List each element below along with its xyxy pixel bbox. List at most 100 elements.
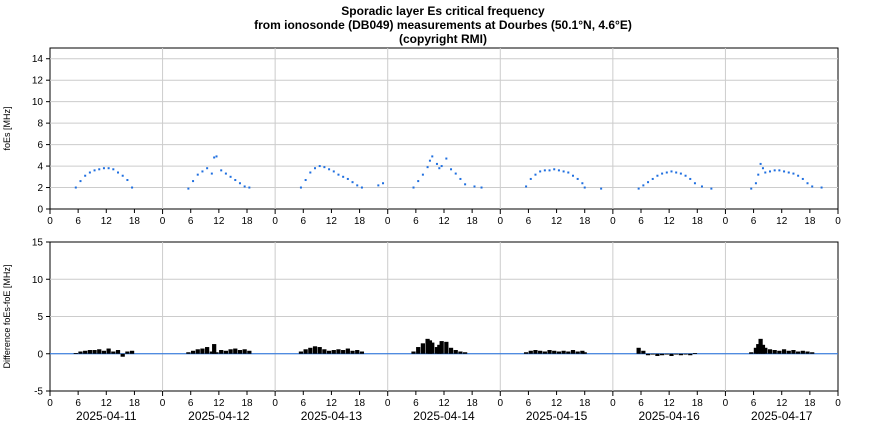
x-tick-label: 0 [385,216,391,227]
data-bar [308,347,313,354]
data-point [553,168,556,171]
x-tick-label: 6 [301,216,307,227]
data-point [126,179,129,182]
data-bar [209,351,214,354]
data-point [417,180,420,183]
x-tick-label: 18 [804,398,816,409]
x-tick-label: 6 [75,216,81,227]
chart-title-line-3: (copyright RMI) [399,32,487,46]
data-bar [462,352,468,354]
date-label: 2025-04-11 [76,409,137,423]
data-point [299,186,302,189]
x-tick-label: 12 [664,216,676,227]
x-tick-label: 12 [551,398,563,409]
data-bar [359,351,365,354]
data-bar [129,350,135,354]
data-point [801,177,804,180]
data-bar [425,338,430,354]
data-bar [805,351,810,354]
data-bar [692,353,698,354]
data-point [459,177,462,180]
data-bar [92,350,97,354]
y-tick-label: 10 [32,275,44,286]
x-tick-label: 6 [188,216,194,227]
x-tick-label: 6 [526,398,532,409]
data-point [768,170,771,173]
data-bar [636,347,641,354]
x-tick-label: 6 [526,216,532,227]
x-tick-label: 0 [385,398,391,409]
data-bar [760,344,766,354]
x-tick-label: 0 [272,216,278,227]
data-point [243,185,246,188]
data-point [220,169,223,172]
data-bar [186,352,191,354]
data-bar [552,350,557,354]
data-point [84,174,87,177]
x-tick-label: 6 [751,398,757,409]
chart-title-line-2: from ionosonde (DB049) measurements at D… [254,18,632,32]
data-point [642,184,645,187]
data-bar [87,350,92,354]
y-tick-label: 14 [32,54,44,65]
data-point [665,171,668,174]
data-bar [411,351,416,354]
data-point [318,165,321,168]
data-point [567,171,570,174]
data-point [93,169,96,172]
data-bar [73,353,78,354]
data-point [792,172,795,175]
data-bar [247,350,252,354]
data-bar [655,353,660,356]
data-point [121,174,124,177]
data-point [356,184,359,187]
data-bar [777,350,782,354]
data-bar [341,350,346,354]
data-point [525,185,528,188]
data-point [562,170,565,173]
data-point [346,177,349,180]
data-bar [101,350,107,354]
y-tick-label: 12 [32,76,44,87]
data-point [440,165,443,168]
data-bar [120,353,125,357]
data-bar [786,350,791,354]
x-tick-label: 12 [101,216,113,227]
x-tick-label: 0 [723,216,729,227]
x-tick-label: 0 [47,216,53,227]
x-tick-label: 0 [160,398,166,409]
date-label: 2025-04-12 [188,409,250,423]
data-bar [796,351,801,354]
data-point [238,182,241,185]
data-bar [326,350,332,354]
data-bar [800,350,805,354]
x-tick-label: 12 [326,216,338,227]
data-point [337,173,340,176]
x-tick-label: 6 [638,398,644,409]
data-bar [355,350,360,354]
data-bar [547,350,552,354]
data-bar [214,352,219,354]
data-point [309,171,312,174]
y-tick-label: 2 [37,183,43,194]
x-tick-label: 12 [664,398,676,409]
x-tick-label: 6 [638,216,644,227]
data-bar [810,352,815,354]
data-bar [78,351,83,354]
x-tick-label: 0 [835,216,841,227]
data-bar [416,347,421,354]
data-point [428,159,431,162]
data-point [750,187,753,190]
x-tick-label: 18 [692,398,704,409]
data-bar [312,346,318,354]
data-point [332,170,335,173]
data-point [583,186,586,189]
x-tick-label: 6 [413,398,419,409]
data-point [700,185,703,188]
y-axis-label: foEs [MHz] [2,106,12,150]
data-point [426,166,429,169]
data-bar [688,353,693,356]
data-point [342,175,345,178]
data-point [206,167,209,170]
